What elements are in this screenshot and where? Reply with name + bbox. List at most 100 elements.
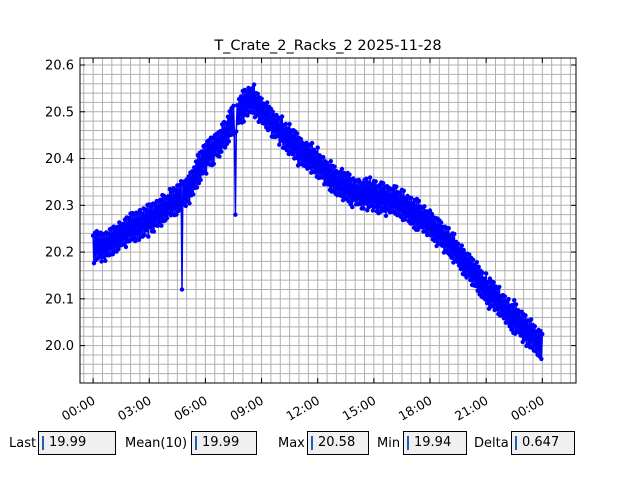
data-point — [222, 145, 228, 150]
y-tick-label: 20.4 — [45, 152, 74, 167]
data-point — [402, 217, 407, 222]
stat-label-min: Min — [377, 436, 401, 451]
data-point — [142, 232, 147, 237]
data-point — [254, 112, 260, 118]
data-point — [423, 229, 428, 234]
data-point — [360, 181, 365, 186]
data-point — [357, 201, 362, 207]
data-point — [245, 113, 250, 118]
stat-value-min[interactable]: 19.94 — [403, 431, 467, 455]
x-tick-label: 12:00 — [284, 393, 323, 424]
data-point — [494, 307, 499, 312]
data-point — [126, 215, 131, 221]
data-point — [146, 234, 151, 239]
stat-label-mean: Mean(10) — [125, 436, 188, 451]
x-tick-label: 06:00 — [171, 393, 210, 424]
stat-value-mean-text: 19.99 — [202, 435, 240, 450]
data-point — [312, 170, 318, 175]
data-point — [250, 110, 256, 115]
data-point — [231, 103, 236, 109]
data-point — [191, 192, 196, 197]
data-point — [294, 155, 299, 161]
plot-frame — [79, 57, 577, 384]
data-point — [352, 197, 357, 203]
stat-value-last-text: 19.99 — [49, 435, 87, 450]
data-point — [484, 271, 489, 276]
x-tick-label: 03:00 — [115, 393, 154, 424]
stat-value-min-text: 19.94 — [414, 435, 452, 450]
data-point — [279, 114, 285, 119]
data-point — [427, 208, 433, 213]
data-point — [135, 211, 141, 216]
data-point — [366, 180, 371, 185]
data-point — [238, 94, 244, 99]
y-axis: 20.0 20.1 20.2 20.3 20.4 20.5 20.6 — [45, 59, 576, 354]
data-point — [250, 86, 255, 91]
data-point — [155, 223, 160, 228]
data-point — [522, 337, 527, 342]
data-point — [241, 119, 246, 124]
data-point — [285, 126, 290, 131]
data-point — [473, 283, 479, 289]
data-point — [117, 220, 122, 225]
y-tick-label: 20.6 — [45, 59, 74, 74]
data-point — [193, 159, 199, 164]
data-point — [361, 206, 366, 211]
data-point — [338, 193, 344, 198]
data-point — [267, 126, 273, 131]
data-point — [455, 241, 461, 247]
data-point — [279, 138, 284, 143]
data-point — [143, 207, 148, 212]
data-point — [298, 137, 304, 142]
data-point — [283, 121, 289, 127]
data-point — [183, 203, 188, 209]
data-point — [99, 259, 104, 264]
data-point — [255, 91, 260, 97]
data-point — [339, 166, 345, 172]
data-point — [499, 312, 505, 317]
data-point — [174, 212, 179, 217]
stat-value-mean[interactable]: 19.99 — [191, 431, 257, 455]
data-point — [509, 327, 514, 332]
data-point — [394, 184, 399, 189]
data-point — [404, 214, 409, 219]
data-point — [470, 257, 476, 262]
data-point — [439, 220, 444, 225]
data-point — [190, 169, 195, 174]
x-tick-label: 18:00 — [396, 393, 435, 424]
data-point — [507, 324, 512, 329]
data-point — [440, 243, 445, 248]
data-point — [432, 238, 437, 243]
data-point — [422, 204, 427, 209]
data-point — [467, 252, 472, 257]
data-point — [483, 297, 488, 302]
data-point — [512, 298, 517, 303]
data-point — [284, 148, 289, 153]
data-point — [148, 225, 153, 230]
data-point — [307, 165, 312, 170]
data-point — [158, 197, 163, 202]
data-point — [350, 204, 355, 210]
data-point — [347, 172, 352, 177]
data-point — [211, 161, 216, 166]
stat-value-last[interactable]: 19.99 — [38, 431, 116, 455]
data-point — [364, 176, 369, 181]
data-point — [370, 208, 376, 213]
data-point — [204, 171, 209, 176]
data-point — [309, 140, 315, 146]
stat-value-delta-text: 0.647 — [522, 435, 560, 450]
data-point — [275, 133, 280, 139]
data-point — [456, 263, 462, 268]
stat-value-max[interactable]: 20.58 — [307, 431, 369, 455]
data-point — [192, 165, 197, 170]
data-point — [198, 177, 203, 183]
data-point — [234, 129, 239, 134]
stat-value-delta[interactable]: 0.647 — [511, 431, 575, 455]
data-point — [217, 154, 222, 159]
data-point — [363, 201, 368, 206]
data-point — [452, 231, 457, 237]
data-point — [265, 100, 270, 105]
data-point — [120, 221, 126, 227]
data-point — [277, 142, 282, 147]
